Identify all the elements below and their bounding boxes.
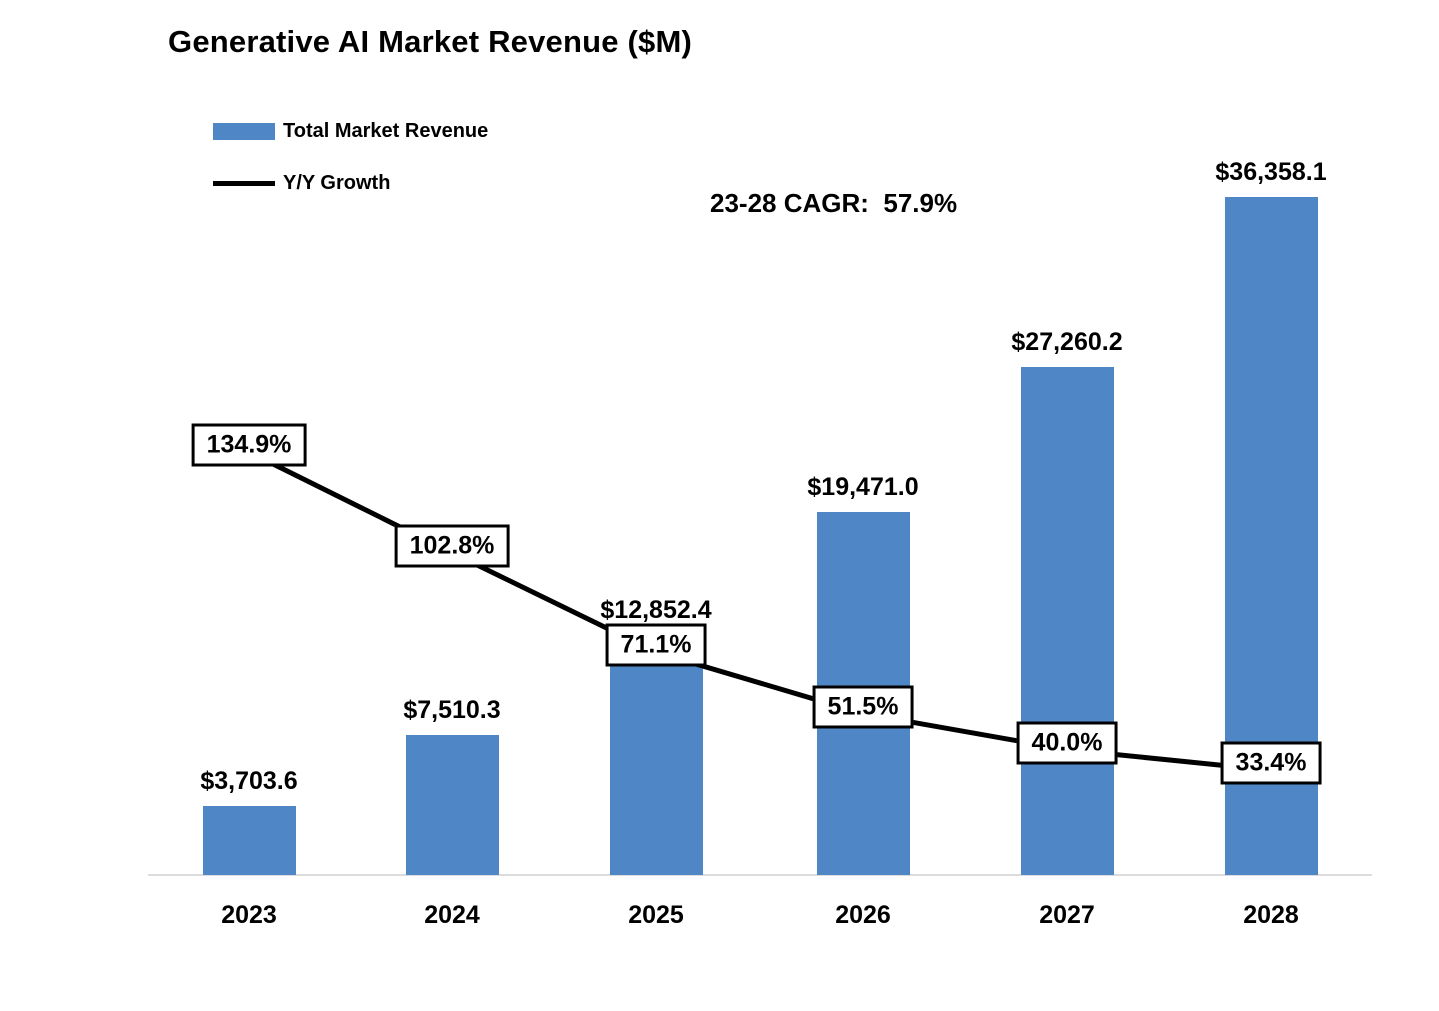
x-tick-2026: 2026 — [835, 901, 891, 929]
legend-item-growth: Y/Y Growth — [213, 172, 390, 195]
growth-label-2024: 102.8% — [394, 524, 510, 568]
growth-label-2027: 40.0% — [1016, 721, 1118, 765]
growth-label-2028: 33.4% — [1220, 741, 1322, 785]
x-tick-2024: 2024 — [424, 901, 480, 929]
legend-label-revenue: Total Market Revenue — [283, 120, 489, 142]
bar-value-label-2023: $3,703.6 — [200, 766, 298, 795]
bar-value-label-2024: $7,510.3 — [403, 695, 501, 724]
bar-value-label-2026: $19,471.0 — [807, 472, 919, 501]
growth-label-2026: 51.5% — [812, 685, 914, 729]
bar-2027 — [1020, 366, 1114, 875]
bar-value-label-2025: $12,852.4 — [600, 596, 712, 625]
growth-label-2025: 71.1% — [605, 623, 707, 667]
bar-2025 — [609, 635, 703, 875]
legend-line-swatch-icon — [213, 181, 275, 186]
chart-title: Generative AI Market Revenue ($M) — [168, 24, 693, 59]
legend-item-revenue: Total Market Revenue — [213, 120, 488, 143]
legend-label-growth: Y/Y Growth — [283, 172, 391, 194]
x-tick-2023: 2023 — [221, 901, 277, 929]
growth-label-2023: 134.9% — [191, 423, 307, 467]
bar-value-label-2027: $27,260.2 — [1011, 327, 1123, 356]
legend-bar-swatch-icon — [213, 123, 275, 140]
x-axis-line — [148, 874, 1372, 876]
cagr-annotation: 23-28 CAGR: 57.9% — [710, 188, 958, 218]
bar-2023 — [202, 805, 296, 875]
x-tick-2025: 2025 — [628, 901, 684, 929]
bar-value-label-2028: $36,358.1 — [1215, 158, 1327, 186]
x-tick-2027: 2027 — [1039, 901, 1095, 929]
x-tick-2028: 2028 — [1243, 901, 1299, 929]
bar-2024 — [405, 734, 499, 875]
